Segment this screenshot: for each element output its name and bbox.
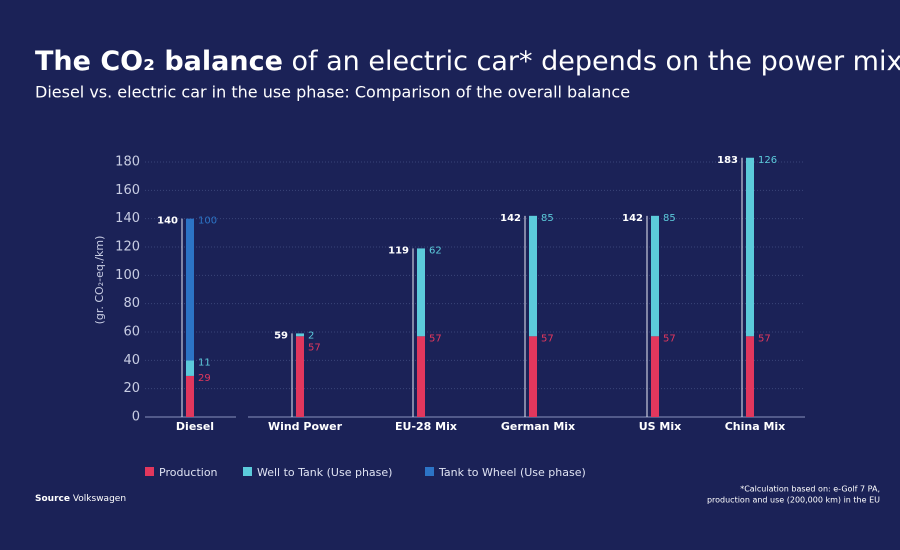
bar-segment bbox=[746, 157, 754, 337]
total-label: 142 bbox=[500, 213, 521, 224]
value-label: 57 bbox=[758, 333, 771, 344]
y-tick-label: 60 bbox=[123, 325, 140, 340]
y-tick-label: 0 bbox=[132, 410, 140, 425]
value-label: 100 bbox=[198, 216, 217, 227]
total-label: 59 bbox=[274, 330, 288, 341]
value-label: 62 bbox=[429, 245, 442, 256]
bar-segment bbox=[417, 336, 425, 417]
legend-swatch bbox=[425, 467, 434, 476]
legend-swatch bbox=[145, 467, 154, 476]
x-tick-label: Wind Power bbox=[268, 420, 343, 433]
bar-segment bbox=[296, 333, 304, 337]
value-label: 2 bbox=[308, 330, 314, 341]
total-label: 183 bbox=[717, 155, 738, 166]
x-tick-label: German Mix bbox=[501, 420, 575, 433]
value-label: 126 bbox=[758, 155, 777, 166]
footnote: *Calculation based on: e-Golf 7 PA, bbox=[740, 485, 880, 494]
y-tick-label: 80 bbox=[123, 296, 140, 311]
x-tick-label: China Mix bbox=[725, 420, 786, 433]
total-label: 140 bbox=[157, 216, 178, 227]
bar-segment bbox=[186, 375, 194, 417]
total-label: 119 bbox=[388, 245, 409, 256]
value-label: 85 bbox=[541, 213, 554, 224]
y-tick-label: 120 bbox=[115, 240, 140, 255]
title-rest: of an electric car* depends on the power… bbox=[292, 46, 900, 77]
legend-label: Well to Tank (Use phase) bbox=[257, 466, 392, 479]
bar-segment bbox=[186, 360, 194, 376]
source-name: Volkswagen bbox=[73, 494, 126, 504]
source: Source Volkswagen bbox=[35, 494, 126, 504]
y-tick-label: 20 bbox=[123, 381, 140, 396]
bar-segment bbox=[529, 215, 537, 337]
legend-swatch bbox=[243, 467, 252, 476]
legend-label: Production bbox=[159, 466, 218, 479]
y-tick-label: 40 bbox=[123, 353, 140, 368]
legend-label: Tank to Wheel (Use phase) bbox=[438, 466, 586, 479]
value-label: 57 bbox=[429, 333, 442, 344]
y-tick-label: 100 bbox=[115, 268, 140, 283]
bar-segment bbox=[417, 248, 425, 337]
x-tick-label: EU-28 Mix bbox=[395, 420, 457, 433]
value-label: 11 bbox=[198, 357, 211, 368]
y-tick-label: 180 bbox=[115, 155, 140, 170]
value-label: 57 bbox=[541, 333, 554, 344]
value-label: 57 bbox=[308, 342, 321, 353]
bar-segment bbox=[529, 336, 537, 417]
value-label: 29 bbox=[198, 373, 211, 384]
bar-segment bbox=[296, 336, 304, 417]
x-tick-label: US Mix bbox=[639, 420, 682, 433]
x-tick-label: Diesel bbox=[176, 420, 214, 433]
bar-segment bbox=[746, 336, 754, 417]
footnote: production and use (200,000 km) in the E… bbox=[707, 496, 880, 505]
title-bold: The CO₂ balance bbox=[35, 46, 283, 77]
bar-segment bbox=[651, 215, 659, 337]
value-label: 85 bbox=[663, 213, 676, 224]
chart-title: The CO₂ balance of an electric car* depe… bbox=[35, 46, 900, 77]
y-tick-label: 160 bbox=[115, 183, 140, 198]
source-label: Source bbox=[35, 494, 70, 504]
value-label: 57 bbox=[663, 333, 676, 344]
y-axis-label: (gr. CO₂-eq./km) bbox=[93, 236, 106, 325]
y-tick-label: 140 bbox=[115, 211, 140, 226]
total-label: 142 bbox=[622, 213, 643, 224]
subtitle: Diesel vs. electric car in the use phase… bbox=[35, 83, 630, 102]
bar-segment bbox=[186, 218, 194, 361]
bar-segment bbox=[651, 336, 659, 417]
